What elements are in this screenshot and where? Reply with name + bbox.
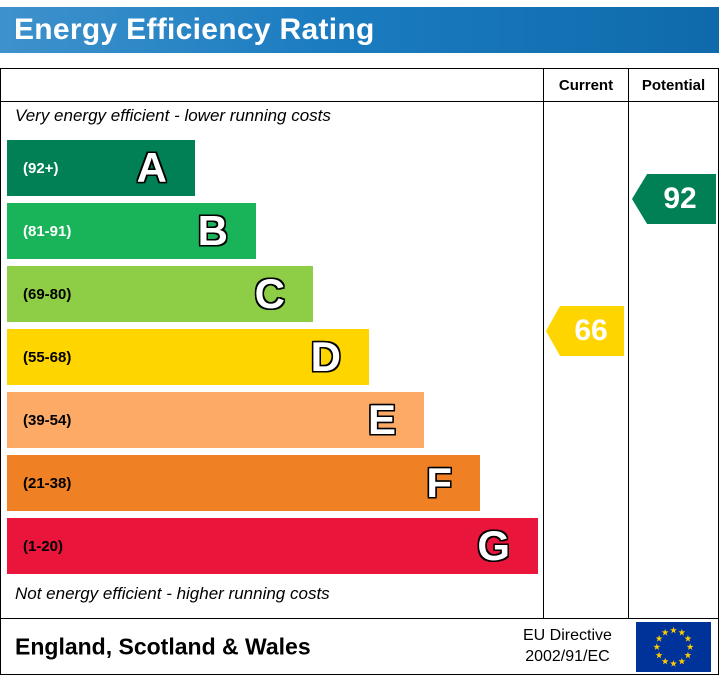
band-letter: B <box>197 207 228 254</box>
current-rating-value: 66 <box>574 314 608 347</box>
band-row-d: (55-68) D <box>7 329 369 385</box>
band-row-a: (92+) A <box>7 140 195 196</box>
band-range-label: (92+) <box>23 159 59 177</box>
band-range-label: (21-38) <box>23 474 72 492</box>
top-caption: Very energy efficient - lower running co… <box>15 106 331 125</box>
band-letter: A <box>136 144 167 191</box>
eu-directive-line1: EU Directive <box>523 627 612 645</box>
band-range-label: (69-80) <box>23 285 72 303</box>
band-range-label: (39-54) <box>23 411 72 429</box>
current-rating-arrow: 66 <box>546 306 624 356</box>
band-row-b: (81-91) B <box>7 203 256 259</box>
potential-rating-value: 92 <box>663 182 697 215</box>
region-label: England, Scotland & Wales <box>15 633 311 660</box>
chart-footer: England, Scotland & Wales EU Directive 2… <box>1 620 718 674</box>
eu-directive-label: EU Directive 2002/91/EC <box>523 626 612 668</box>
potential-column-header: Potential <box>641 76 706 94</box>
band-letter: G <box>477 522 510 569</box>
column-header-divider <box>1 101 718 102</box>
chart-area: Very energy efficient - lower running co… <box>1 69 718 619</box>
band-row-e: (39-54) E <box>7 392 424 448</box>
potential-rating-arrow: 92 <box>632 174 716 224</box>
potential-column: Potential <box>628 69 718 619</box>
band-row-c: (69-80) C <box>7 266 313 322</box>
band-row-f: (21-38) F <box>7 455 480 511</box>
bottom-caption: Not energy efficient - higher running co… <box>15 584 330 603</box>
band-letter: F <box>426 459 452 506</box>
band-letter: D <box>310 333 341 380</box>
band-range-label: (55-68) <box>23 348 72 366</box>
current-column-header: Current <box>558 76 614 94</box>
band-range-label: (1-20) <box>23 537 64 555</box>
band-row-g: (1-20) G <box>7 518 538 574</box>
current-column: Current <box>543 69 628 619</box>
chart-title: Energy Efficiency Rating <box>14 13 375 46</box>
band-letter: C <box>254 270 285 317</box>
chart-frame: Very energy efficient - lower running co… <box>0 68 719 675</box>
eu-flag <box>636 622 711 672</box>
chart-title-bar: Energy Efficiency Rating <box>0 7 719 53</box>
eu-directive-line2: 2002/91/EC <box>525 648 610 665</box>
band-range-label: (81-91) <box>23 222 72 240</box>
band-letter: E <box>367 396 396 443</box>
